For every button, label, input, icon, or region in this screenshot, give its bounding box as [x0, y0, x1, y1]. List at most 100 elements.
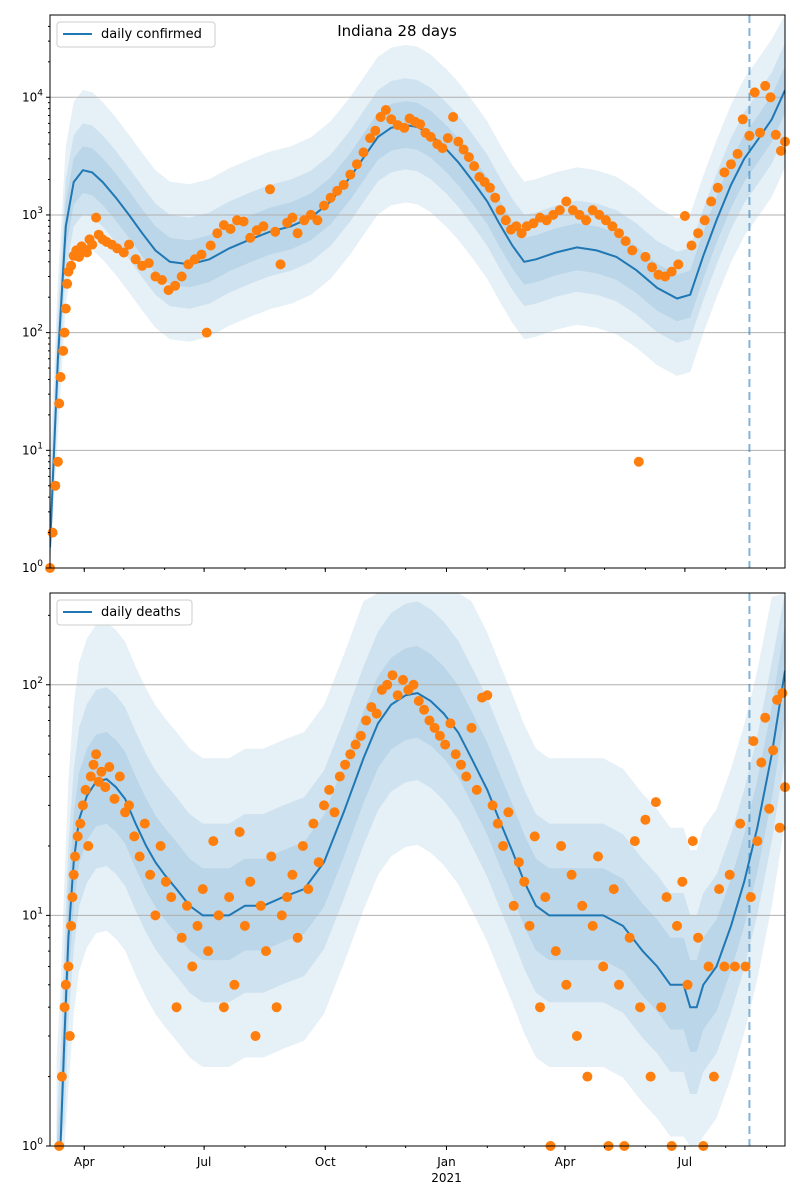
data-point — [312, 215, 323, 226]
data-point — [370, 125, 381, 136]
data-point — [87, 239, 98, 250]
data-point — [745, 892, 756, 903]
data-point — [225, 224, 236, 234]
data-point — [749, 87, 760, 98]
data-point — [434, 730, 445, 741]
data-point — [484, 182, 495, 193]
data-point — [448, 112, 459, 122]
data-point — [72, 831, 83, 842]
data-point — [608, 884, 619, 895]
data-point — [492, 818, 503, 829]
data-point — [91, 749, 102, 760]
data-point — [577, 900, 588, 911]
data-point — [627, 245, 638, 256]
data-point — [60, 979, 71, 990]
data-point — [571, 1031, 582, 1041]
data-point — [724, 869, 735, 880]
data-point — [437, 143, 448, 154]
data-point — [275, 259, 286, 270]
deaths-legend: daily deaths — [56, 599, 193, 626]
data-point — [463, 152, 474, 163]
data-point — [238, 216, 249, 227]
data-point — [624, 932, 635, 943]
confirmed-x-axis — [83, 568, 768, 572]
data-point — [332, 185, 343, 196]
deaths-panel: 100 101 102 Apr Jul Oct Jan Apr Jul daily death… — [22, 592, 790, 1185]
data-point — [324, 784, 335, 795]
data-point — [355, 730, 366, 741]
data-point — [640, 251, 651, 262]
data-point — [756, 757, 767, 768]
data-point — [413, 696, 424, 706]
data-point — [598, 961, 609, 972]
data-point — [325, 192, 336, 203]
data-point — [224, 892, 235, 903]
data-point — [686, 240, 697, 251]
data-point — [345, 169, 356, 180]
deaths-legend-box — [56, 599, 193, 626]
data-point — [524, 920, 535, 931]
data-point — [461, 771, 472, 782]
confirmed-panel: 100 101 102 103 104 daily confirmed Indiana … — [22, 14, 790, 575]
data-point — [719, 961, 730, 972]
data-point — [292, 228, 303, 239]
data-point — [60, 303, 71, 314]
y-tick-label: 104 — [22, 88, 43, 104]
data-point — [682, 979, 693, 990]
x-year-label: 2021 — [431, 1171, 462, 1185]
y-tick-label: 100 — [22, 559, 43, 575]
confirmed-uncertainty-bands — [50, 15, 785, 568]
data-point — [334, 771, 345, 782]
data-point — [469, 161, 480, 172]
data-point — [308, 818, 319, 829]
data-point — [114, 771, 125, 782]
data-point — [672, 920, 682, 931]
data-point — [429, 722, 440, 733]
confirmed-legend-box — [56, 21, 216, 48]
data-point — [614, 228, 624, 239]
data-point — [708, 1071, 719, 1082]
y-tick-label: 100 — [22, 1137, 43, 1153]
data-point — [205, 240, 216, 251]
data-point — [265, 184, 275, 195]
data-point — [66, 260, 77, 271]
data-point — [614, 979, 624, 990]
data-point — [490, 192, 501, 203]
data-point — [554, 205, 565, 216]
deaths-uncertainty-bands — [56, 593, 785, 1146]
data-point — [329, 807, 340, 818]
data-point — [392, 690, 403, 701]
data-point — [192, 920, 203, 931]
data-point — [513, 857, 524, 868]
confirmed-observed-points — [45, 80, 790, 573]
data-point — [693, 932, 704, 943]
data-point — [297, 841, 308, 851]
data-point — [292, 932, 303, 943]
data-point — [80, 784, 91, 795]
data-point — [498, 841, 509, 851]
deaths-legend-label: daily deaths — [101, 605, 181, 620]
data-point — [239, 920, 250, 931]
data-point — [299, 215, 310, 226]
data-point — [740, 961, 751, 972]
confirmed-gridlines — [50, 96, 785, 451]
data-point — [170, 280, 181, 291]
data-point — [303, 884, 314, 895]
data-point — [203, 946, 214, 957]
data-point — [282, 892, 293, 903]
data-point — [712, 182, 723, 193]
y-tick-label: 102 — [22, 676, 43, 692]
data-point — [155, 841, 166, 851]
deaths-y-axis: 100 101 102 — [22, 614, 50, 1153]
deaths-x-axis: Apr Jul Oct Jan Apr Jul — [74, 1146, 768, 1169]
data-point — [703, 961, 714, 972]
data-point — [129, 831, 140, 842]
data-point — [529, 831, 540, 842]
data-point — [338, 179, 349, 190]
data-point — [270, 226, 281, 237]
data-point — [440, 739, 451, 750]
data-point — [550, 946, 561, 957]
data-point — [561, 196, 572, 207]
data-point — [561, 979, 572, 990]
data-point — [574, 209, 585, 220]
